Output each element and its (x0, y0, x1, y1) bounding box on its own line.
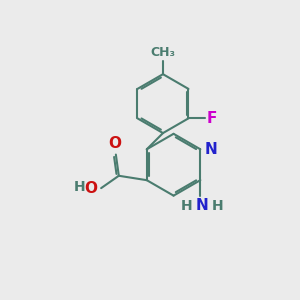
Text: H: H (181, 199, 192, 213)
Text: O: O (85, 181, 98, 196)
Text: N: N (204, 142, 217, 157)
Text: H: H (73, 180, 85, 194)
Text: O: O (108, 136, 121, 151)
Text: F: F (207, 111, 217, 126)
Text: CH₃: CH₃ (151, 46, 175, 59)
Text: H: H (212, 199, 223, 213)
Text: N: N (195, 198, 208, 213)
